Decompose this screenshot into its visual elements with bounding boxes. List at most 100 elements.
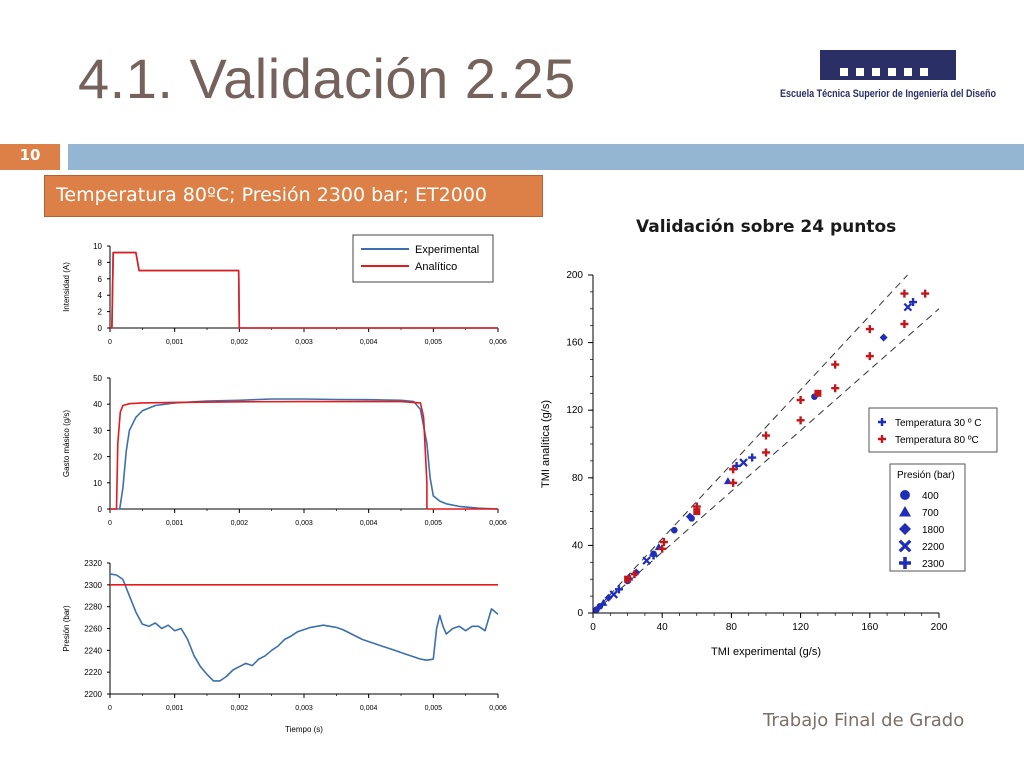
x-tick-label: 0,006 — [489, 520, 507, 527]
marker-shape — [879, 333, 888, 342]
marker-shape — [900, 289, 909, 298]
validation-title: Validación sobre 24 puntos — [636, 217, 897, 237]
marker-shape — [624, 575, 632, 583]
marker-shape — [865, 325, 874, 334]
marker-shape — [671, 526, 678, 534]
data-point — [796, 396, 805, 405]
legend-pressure-marker — [900, 490, 910, 500]
slide-number: 10 — [19, 146, 41, 164]
marker-shape — [659, 538, 668, 547]
legend-label: Experimental — [415, 244, 479, 256]
data-point — [903, 302, 913, 312]
x-tick-label: 160 — [861, 622, 878, 633]
x-tick-label: 0,001 — [166, 705, 184, 712]
y-tick-label: 30 — [93, 426, 102, 435]
data-point — [604, 593, 613, 602]
y-tick-label: 10 — [93, 479, 102, 488]
data-point — [642, 556, 651, 565]
x-tick-label: 0,005 — [425, 520, 443, 527]
y-tick-label: 0 — [98, 324, 103, 333]
data-point — [658, 544, 667, 553]
x-tick-label: 0 — [108, 339, 112, 346]
time-series-charts: 0 2 4 6 8 10 0 0,001 0,002 0,003 0,004 0,005 0,006 In… — [62, 234, 507, 734]
y-tick-label: 2 — [98, 308, 103, 317]
y-tick-label: 2260 — [84, 625, 102, 634]
x-tick-label: 0 — [108, 520, 112, 527]
marker-shape — [609, 590, 619, 599]
data-point — [729, 465, 738, 474]
marker-shape — [878, 435, 886, 443]
data-point — [865, 352, 874, 361]
marker-shape — [604, 593, 613, 602]
footer-text: Trabajo Final de Grado — [763, 710, 965, 731]
marker-shape — [831, 360, 840, 369]
x-tick-label: 0,002 — [231, 520, 249, 527]
marker-shape — [814, 389, 822, 397]
data-point — [909, 298, 918, 307]
legend-label: Analítico — [415, 261, 457, 273]
x-tick-label: 0,001 — [166, 520, 184, 527]
data-point — [921, 289, 930, 298]
y-tick-label: 2280 — [84, 603, 102, 612]
marker-shape — [649, 551, 658, 560]
time-chart-1: 0 2 4 6 8 10 0 0,001 0,002 0,003 0,004 0,005 0,006 In… — [62, 234, 507, 346]
y-tick-label: 0 — [98, 505, 103, 514]
marker-shape — [831, 384, 840, 393]
legend-pressure-marker — [899, 506, 911, 517]
x-tick-label: 0,004 — [360, 339, 378, 346]
y-tick-label: 10 — [93, 242, 102, 251]
y-tick-label: 2240 — [84, 646, 102, 655]
subtitle-box — [44, 175, 543, 217]
y-tick-label: 20 — [93, 453, 102, 462]
data-point — [865, 325, 874, 334]
data-point — [649, 551, 658, 560]
x-tick-label: 0,002 — [231, 705, 249, 712]
series-line-analítico — [110, 251, 498, 329]
y-tick-label: 6 — [98, 275, 103, 284]
x-tick-label: 0,004 — [360, 705, 378, 712]
legend-pressure-label: 700 — [922, 508, 939, 519]
data-point — [814, 389, 822, 397]
marker-shape — [865, 352, 874, 361]
data-point — [609, 590, 619, 599]
scatter-plot: 0 40 80 120 160 200 0 40 80 120 160 200 TMI experime… — [540, 270, 998, 658]
x-axis-label: Tiempo (s) — [285, 725, 323, 734]
x-tick-label: 0,005 — [425, 705, 443, 712]
marker-shape — [658, 544, 667, 553]
series-line-experimental — [110, 398, 499, 510]
legend-pressure-shape — [899, 557, 911, 569]
scatter-chart: 0 40 80 120 160 200 0 40 80 120 160 200 TMI experime… — [540, 270, 998, 658]
legend-pressure-box — [889, 463, 966, 572]
data-point — [659, 538, 668, 547]
data-point — [693, 508, 701, 516]
legend-pressure-shape — [899, 523, 911, 535]
data-point — [692, 502, 701, 511]
marker-shape — [614, 585, 623, 594]
data-point — [748, 453, 757, 462]
x-tick-label: 0,004 — [360, 520, 378, 527]
data-point — [729, 478, 738, 487]
legend-temperature-marker — [878, 435, 886, 443]
data-point — [900, 320, 909, 329]
data-point — [831, 384, 840, 393]
legend-pressure-shape — [899, 506, 911, 517]
marker-shape — [899, 557, 911, 569]
y-tick-label: 0 — [577, 608, 583, 619]
slide-number-box — [0, 144, 60, 170]
x-tick-label: 120 — [792, 622, 809, 633]
legend-pressure-shape — [898, 539, 912, 553]
data-point — [900, 289, 909, 298]
y-tick-label: 2220 — [84, 668, 102, 677]
legend-pressure-marker — [899, 523, 911, 535]
data-point — [831, 360, 840, 369]
x-axis-label: TMI experimental (g/s) — [711, 646, 821, 658]
y-tick-label: 2300 — [84, 581, 102, 590]
marker-shape — [878, 418, 886, 426]
marker-shape — [762, 431, 770, 440]
marker-shape — [900, 490, 910, 500]
x-tick-label: 0,003 — [295, 705, 313, 712]
marker-shape — [642, 556, 651, 565]
y-axis-label: TMI analítica (g/s) — [540, 400, 552, 488]
marker-shape — [903, 302, 913, 312]
legend-pressure-marker — [898, 539, 912, 553]
